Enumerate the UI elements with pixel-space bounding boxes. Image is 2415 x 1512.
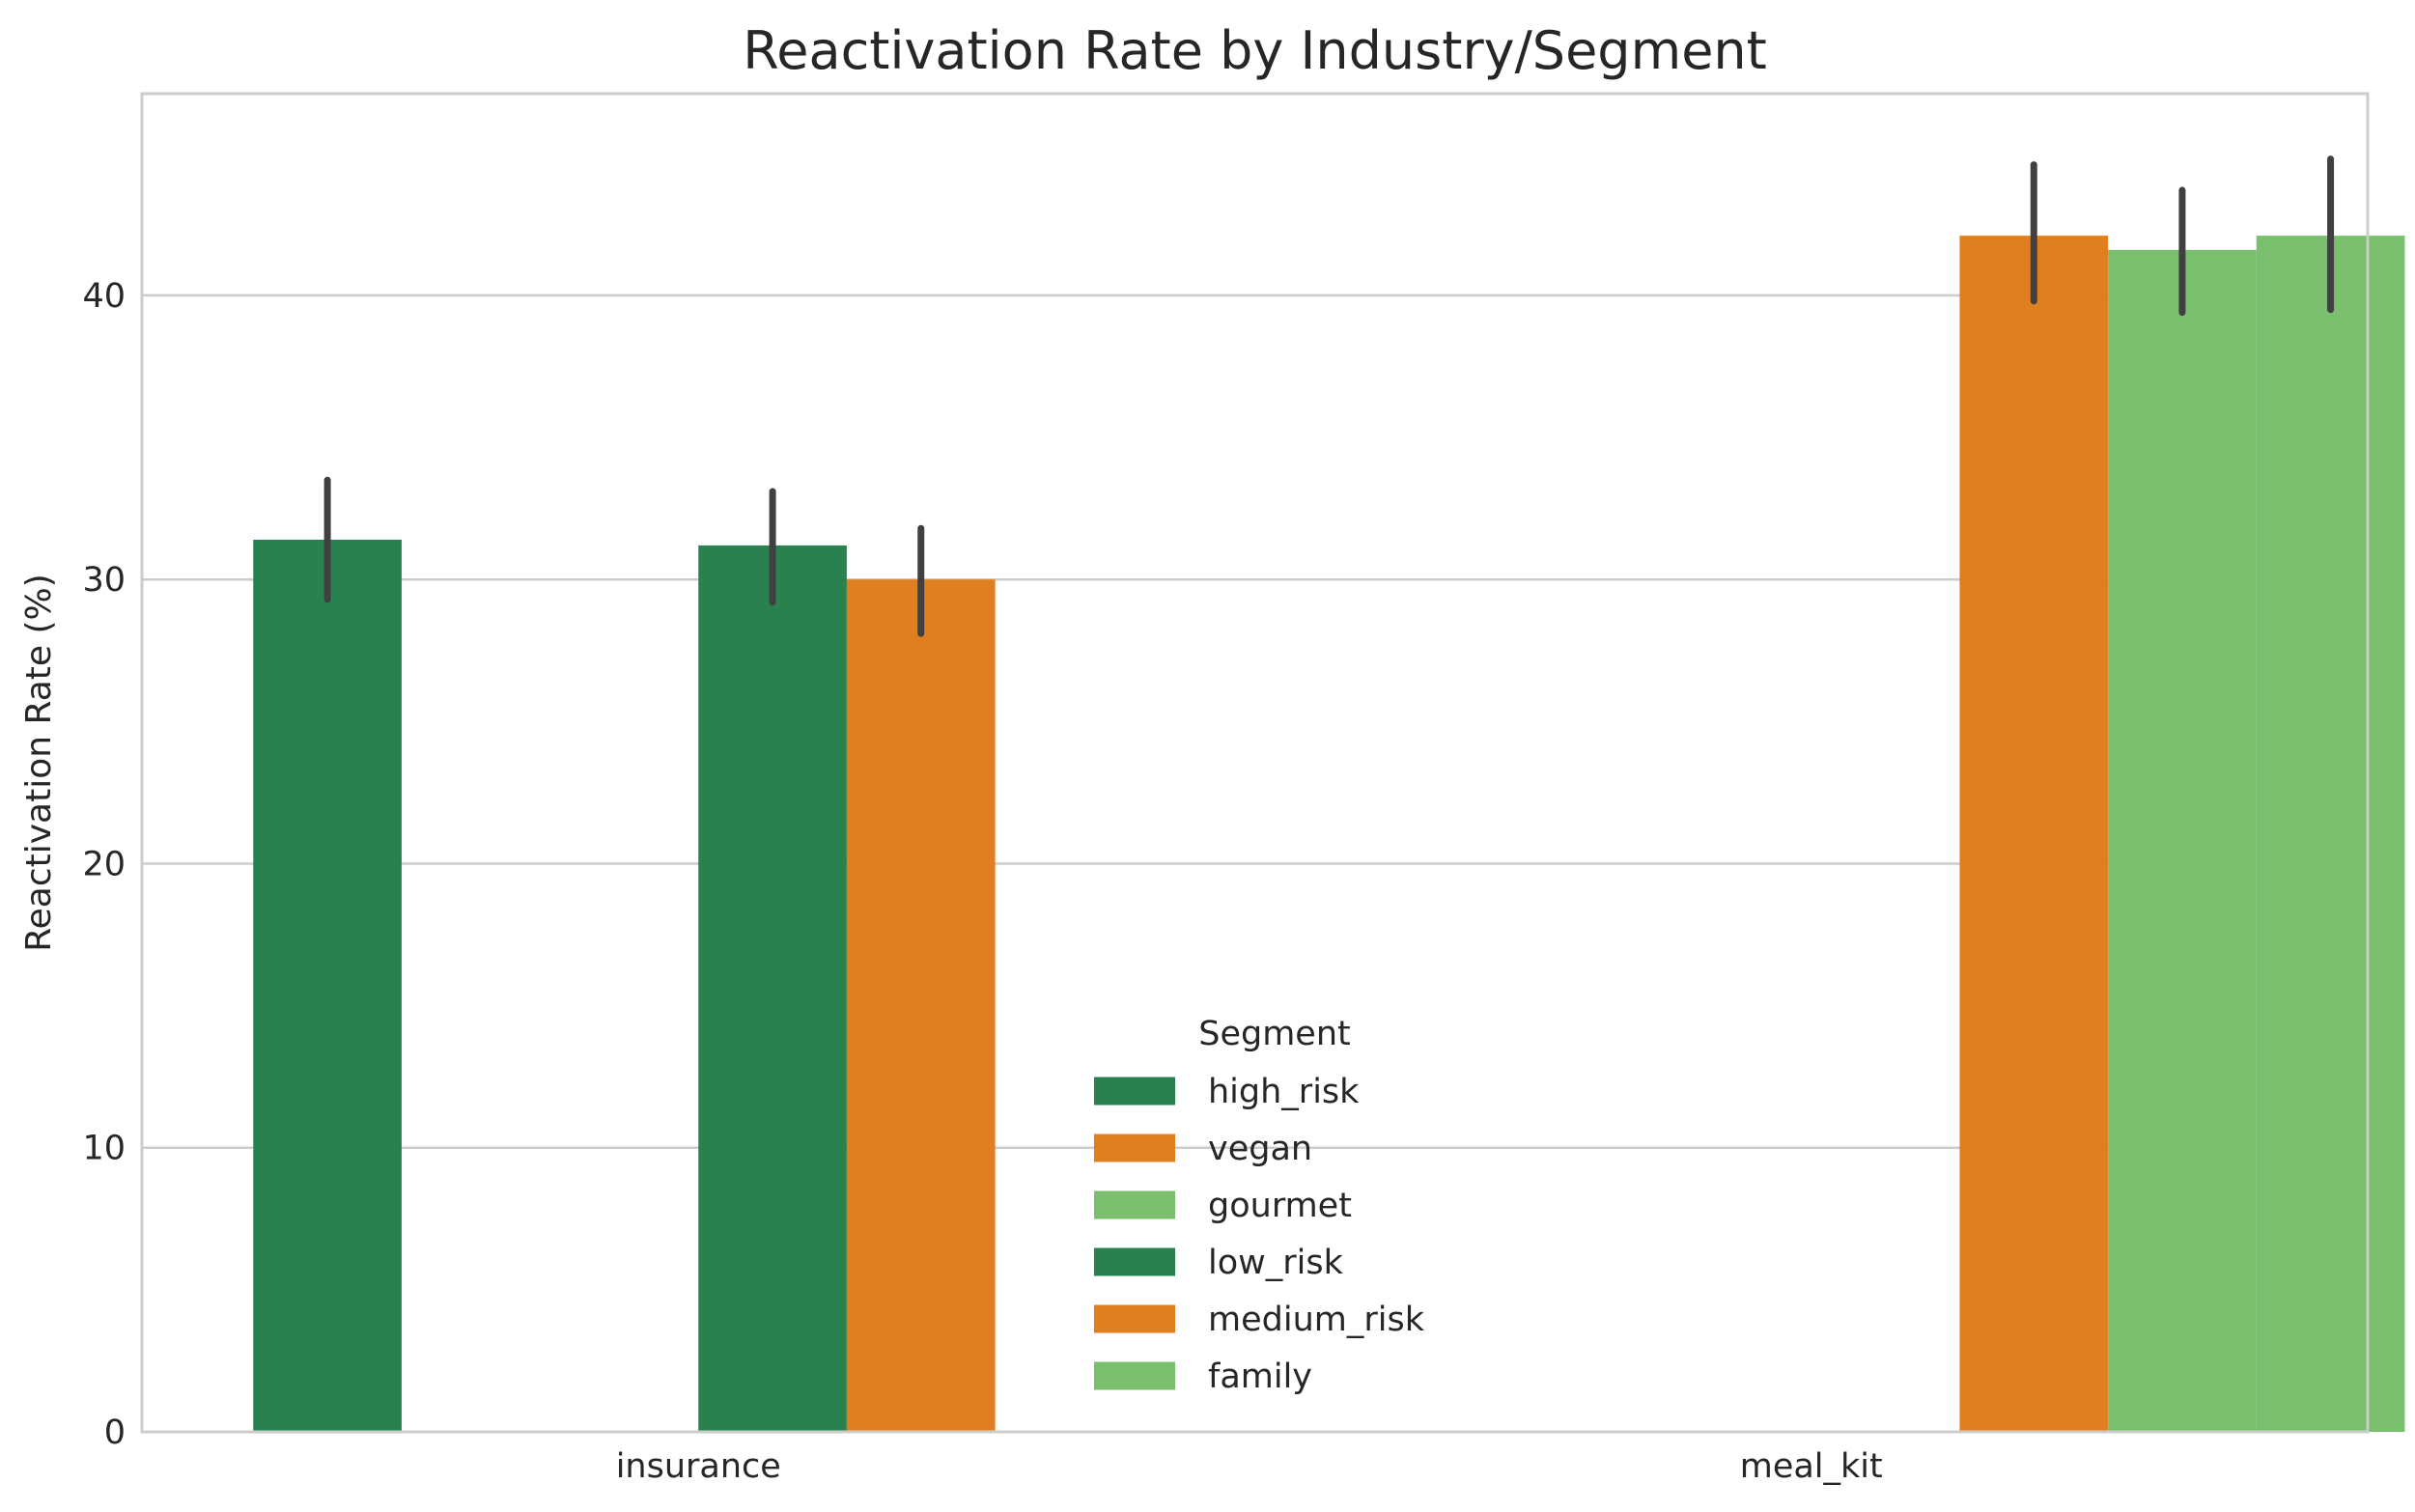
- legend-label-gourmet: gourmet: [1208, 1187, 1352, 1225]
- bar-meal_kit-medium_risk: [1959, 236, 2109, 1432]
- bar-insurance-medium_risk: [846, 579, 996, 1432]
- legend-label-vegan: vegan: [1208, 1130, 1312, 1168]
- legend-swatch-vegan: [1094, 1134, 1175, 1162]
- legend-label-low_risk: low_risk: [1208, 1244, 1344, 1282]
- plot-frame: [140, 92, 2370, 1434]
- legend-swatch-gourmet: [1094, 1190, 1175, 1219]
- x-tick-label-meal_kit: meal_kit: [1740, 1447, 1883, 1486]
- legend-label-high_risk: high_risk: [1208, 1073, 1360, 1111]
- chart-title: Reactivation Rate by Industry/Segment: [743, 20, 1767, 81]
- legend-title: Segment: [1198, 1015, 1351, 1053]
- legend-swatch-family: [1094, 1361, 1175, 1390]
- y-tick-labels: 0 10 20 30 40: [82, 277, 126, 1452]
- bar-insurance-low_risk: [698, 545, 847, 1432]
- bar-insurance-high_risk: [253, 540, 402, 1432]
- legend-label-family: family: [1208, 1358, 1312, 1396]
- y-tick-label-30: 30: [82, 561, 126, 600]
- y-axis-label: Reactivation Rate (%): [19, 574, 59, 952]
- bar-meal_kit-family: [2108, 249, 2257, 1432]
- legend-swatch-high_risk: [1094, 1077, 1175, 1106]
- y-tick-label-20: 20: [82, 845, 126, 883]
- y-tick-label-40: 40: [82, 277, 126, 316]
- x-tick-labels: insurance meal_kit: [616, 1447, 1883, 1486]
- legend-swatch-medium_risk: [1094, 1304, 1175, 1333]
- error-bars: [323, 155, 2335, 637]
- legend-label-medium_risk: medium_risk: [1208, 1301, 1425, 1339]
- bars: [253, 236, 2405, 1432]
- legend-swatch-low_risk: [1094, 1247, 1175, 1276]
- y-tick-label-0: 0: [104, 1414, 126, 1452]
- x-tick-label-insurance: insurance: [616, 1447, 781, 1486]
- y-tick-label-10: 10: [82, 1130, 126, 1168]
- bar-meal_kit-gourmet-extra: [2256, 236, 2405, 1432]
